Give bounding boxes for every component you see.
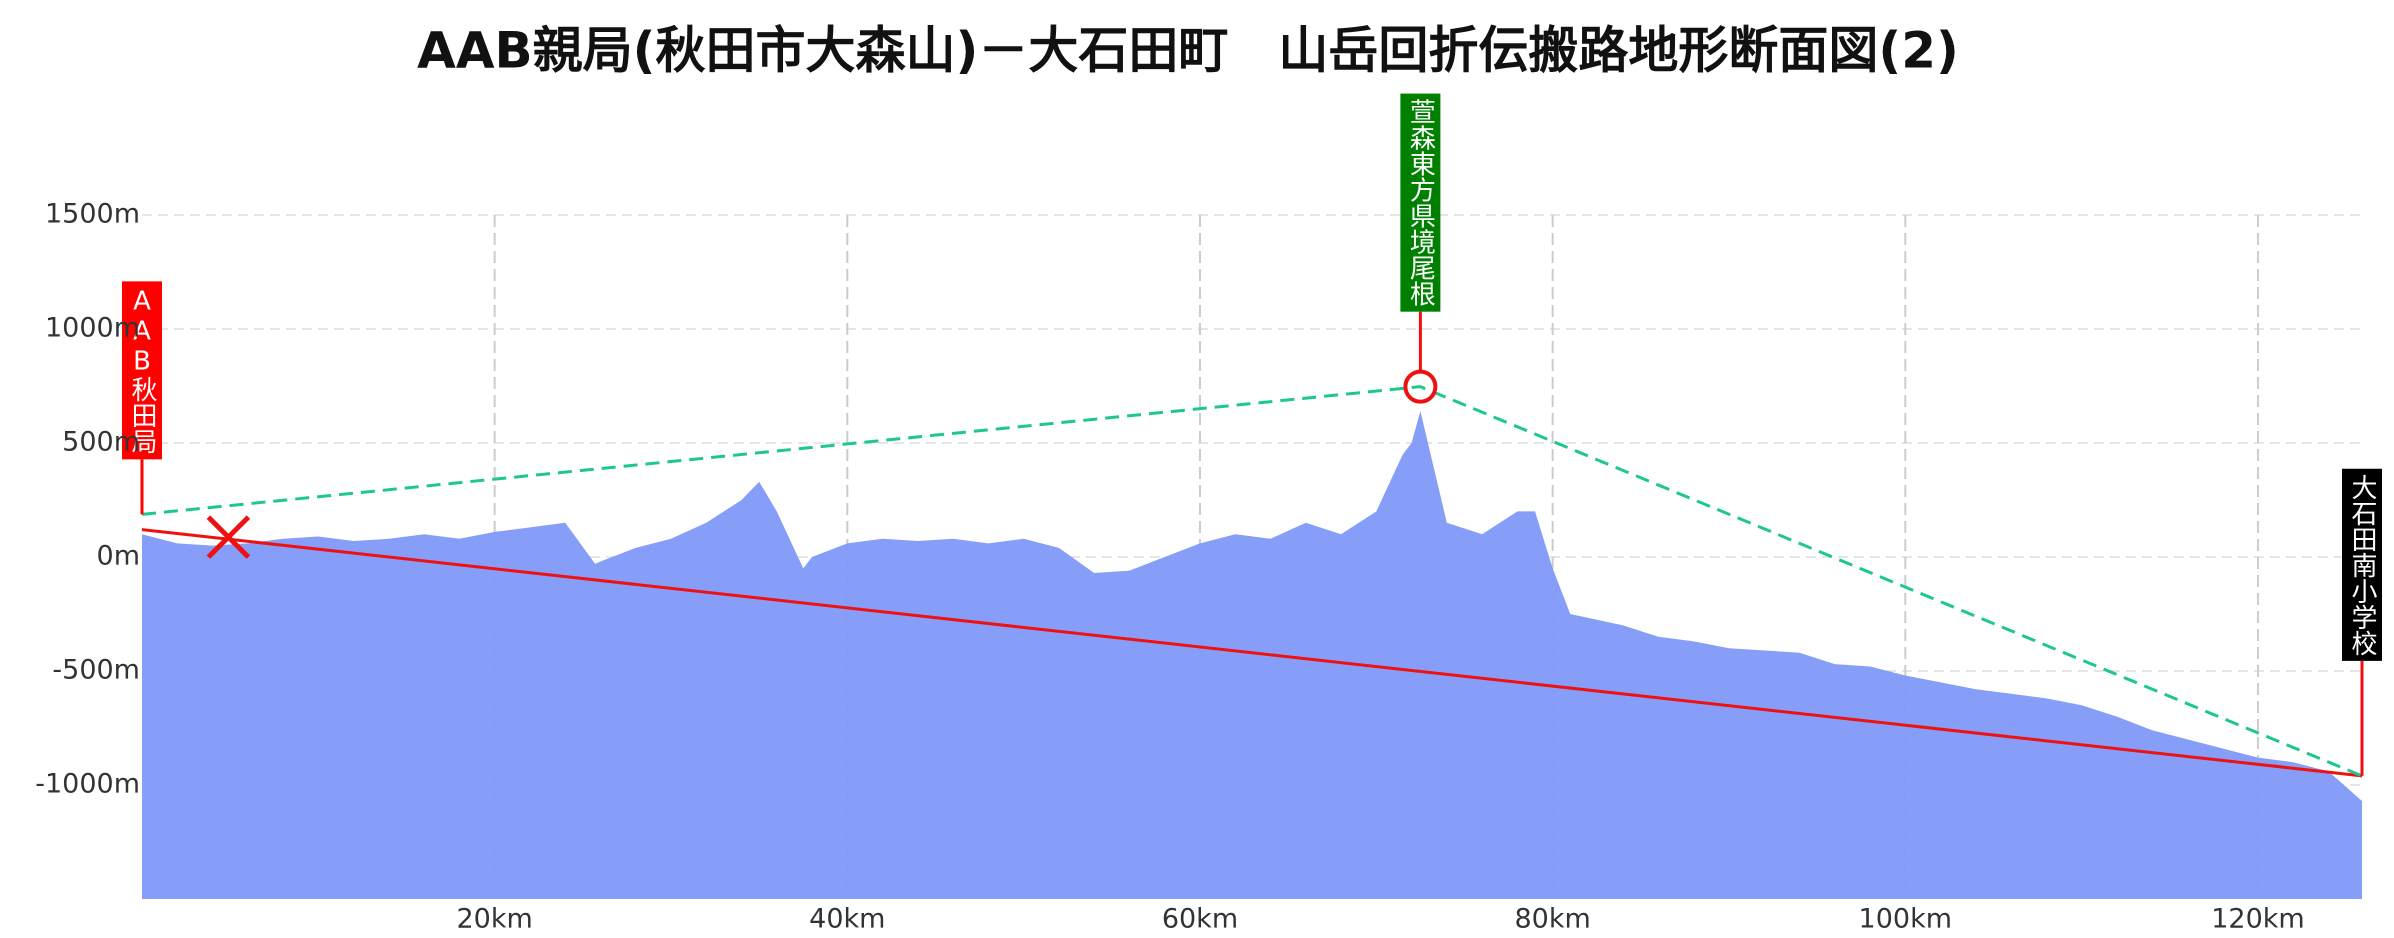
y-tick-label: 1000m <box>45 313 140 344</box>
y-tick-label: 500m <box>62 427 140 458</box>
station-box <box>1400 93 1441 312</box>
x-tick-label: 40km <box>809 904 885 935</box>
y-tick-label: 1500m <box>45 199 140 230</box>
y-tick-label: -1000m <box>35 769 140 800</box>
station-box <box>122 281 162 460</box>
x-tick-label: 80km <box>1514 904 1590 935</box>
station-box <box>2342 468 2382 661</box>
station-label: 萱森東方県境尾根 <box>1405 99 1435 307</box>
y-tick-label: -500m <box>52 655 140 686</box>
relay-path-line <box>141 385 2363 778</box>
chart-title: AAB親局(秋田市大森山)－大石田町 山岳回折伝搬路地形断面図(2) <box>417 22 1959 80</box>
direct-path-line <box>141 528 2363 778</box>
x-tick-label: 20km <box>457 904 533 935</box>
blocked-marker <box>206 515 251 559</box>
y-tick-label: 0m <box>97 541 140 572</box>
x-tick-label: 60km <box>1162 904 1238 935</box>
cross-stroke <box>206 515 251 559</box>
x-tick-label: 100km <box>1859 904 1952 935</box>
station-label: 大石田南小学校 <box>2347 474 2377 656</box>
x-tick-label: 120km <box>2211 904 2304 935</box>
terrain-area <box>142 411 2362 899</box>
station-label: AAB秋田局 <box>127 286 157 454</box>
